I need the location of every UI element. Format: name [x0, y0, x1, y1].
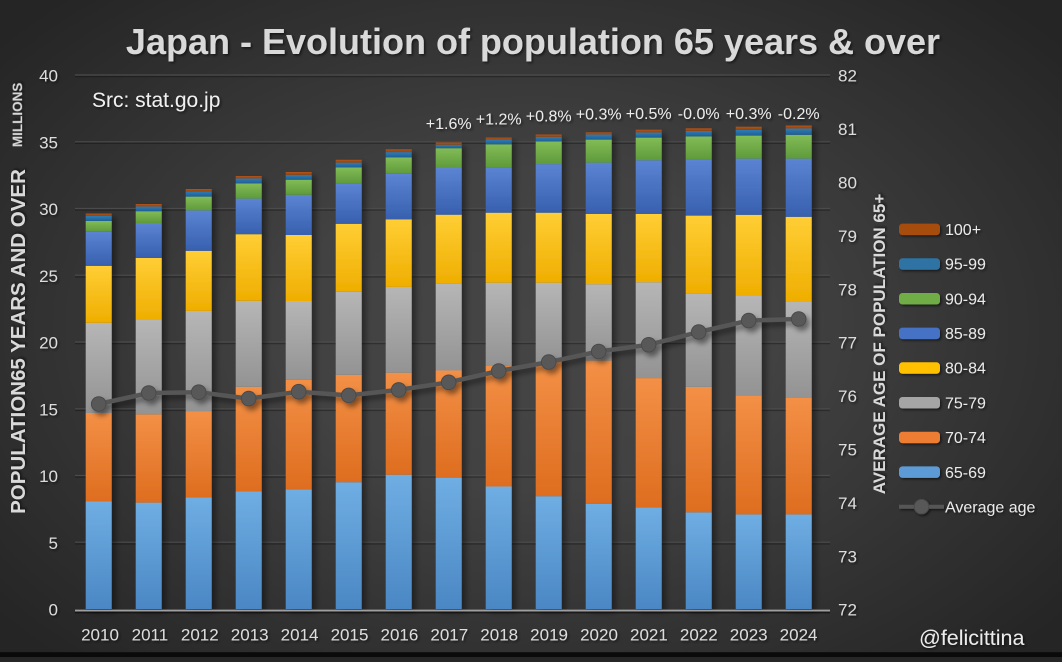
svg-text:76: 76 — [838, 387, 857, 406]
svg-text:-0.2%: -0.2% — [778, 106, 820, 123]
svg-text:10: 10 — [39, 467, 58, 486]
svg-text:35: 35 — [39, 133, 58, 152]
svg-text:+1.6%: +1.6% — [426, 116, 472, 133]
svg-text:85-89: 85-89 — [945, 326, 986, 343]
svg-text:2023: 2023 — [730, 626, 768, 645]
svg-text:2011: 2011 — [132, 626, 169, 645]
svg-text:+0.3%: +0.3% — [726, 106, 772, 123]
svg-text:2010: 2010 — [81, 626, 119, 645]
svg-text:2016: 2016 — [380, 626, 418, 645]
svg-text:75: 75 — [838, 441, 857, 460]
svg-text:95-99: 95-99 — [945, 257, 986, 274]
svg-text:79: 79 — [838, 227, 857, 246]
svg-text:90-94: 90-94 — [945, 291, 986, 308]
svg-text:20: 20 — [39, 334, 58, 353]
svg-text:2019: 2019 — [530, 626, 568, 645]
svg-text:-0.0%: -0.0% — [678, 106, 720, 123]
svg-text:70-74: 70-74 — [945, 430, 986, 447]
svg-text:72: 72 — [838, 601, 857, 620]
svg-text:Src: stat.go.jp: Src: stat.go.jp — [92, 89, 220, 112]
svg-text:Japan - Evolution of populatio: Japan - Evolution of population 65 years… — [126, 21, 940, 62]
svg-text:POPULATION65 YEARS AND OVER: POPULATION65 YEARS AND OVER — [7, 169, 30, 514]
svg-text:+0.5%: +0.5% — [626, 106, 672, 123]
svg-text:AVERAGE AGE OF POPULATION 65+: AVERAGE AGE OF POPULATION 65+ — [870, 194, 889, 495]
svg-text:65-69: 65-69 — [945, 465, 986, 482]
svg-text:+0.8%: +0.8% — [526, 109, 572, 126]
svg-text:80-84: 80-84 — [945, 361, 986, 378]
svg-text:0: 0 — [49, 601, 58, 620]
svg-text:73: 73 — [838, 547, 857, 566]
svg-text:2017: 2017 — [430, 626, 468, 645]
svg-text:2018: 2018 — [480, 626, 518, 645]
svg-text:2013: 2013 — [231, 626, 269, 645]
svg-text:81: 81 — [838, 120, 857, 139]
svg-text:2020: 2020 — [580, 626, 618, 645]
svg-text:80: 80 — [838, 174, 857, 193]
svg-text:25: 25 — [39, 267, 58, 286]
svg-text:75-79: 75-79 — [945, 395, 986, 412]
svg-text:40: 40 — [39, 67, 58, 86]
svg-text:2015: 2015 — [331, 626, 369, 645]
svg-text:2024: 2024 — [780, 626, 818, 645]
svg-text:30: 30 — [39, 200, 58, 219]
svg-text:100+: 100+ — [945, 222, 981, 239]
svg-text:2012: 2012 — [181, 626, 219, 645]
svg-text:2022: 2022 — [680, 626, 718, 645]
svg-text:+1.2%: +1.2% — [476, 112, 522, 129]
svg-text:+0.3%: +0.3% — [576, 106, 622, 123]
svg-text:MILLIONS: MILLIONS — [10, 83, 25, 147]
svg-text:78: 78 — [838, 280, 857, 299]
svg-text:77: 77 — [838, 334, 857, 353]
svg-text:5: 5 — [49, 534, 58, 553]
svg-text:74: 74 — [838, 494, 857, 513]
svg-text:2021: 2021 — [630, 626, 668, 645]
svg-text:@felicittina: @felicittina — [919, 626, 1025, 650]
svg-text:Average age: Average age — [945, 499, 1036, 516]
svg-text:15: 15 — [39, 400, 58, 419]
svg-text:2014: 2014 — [281, 626, 319, 645]
svg-text:82: 82 — [838, 67, 857, 86]
